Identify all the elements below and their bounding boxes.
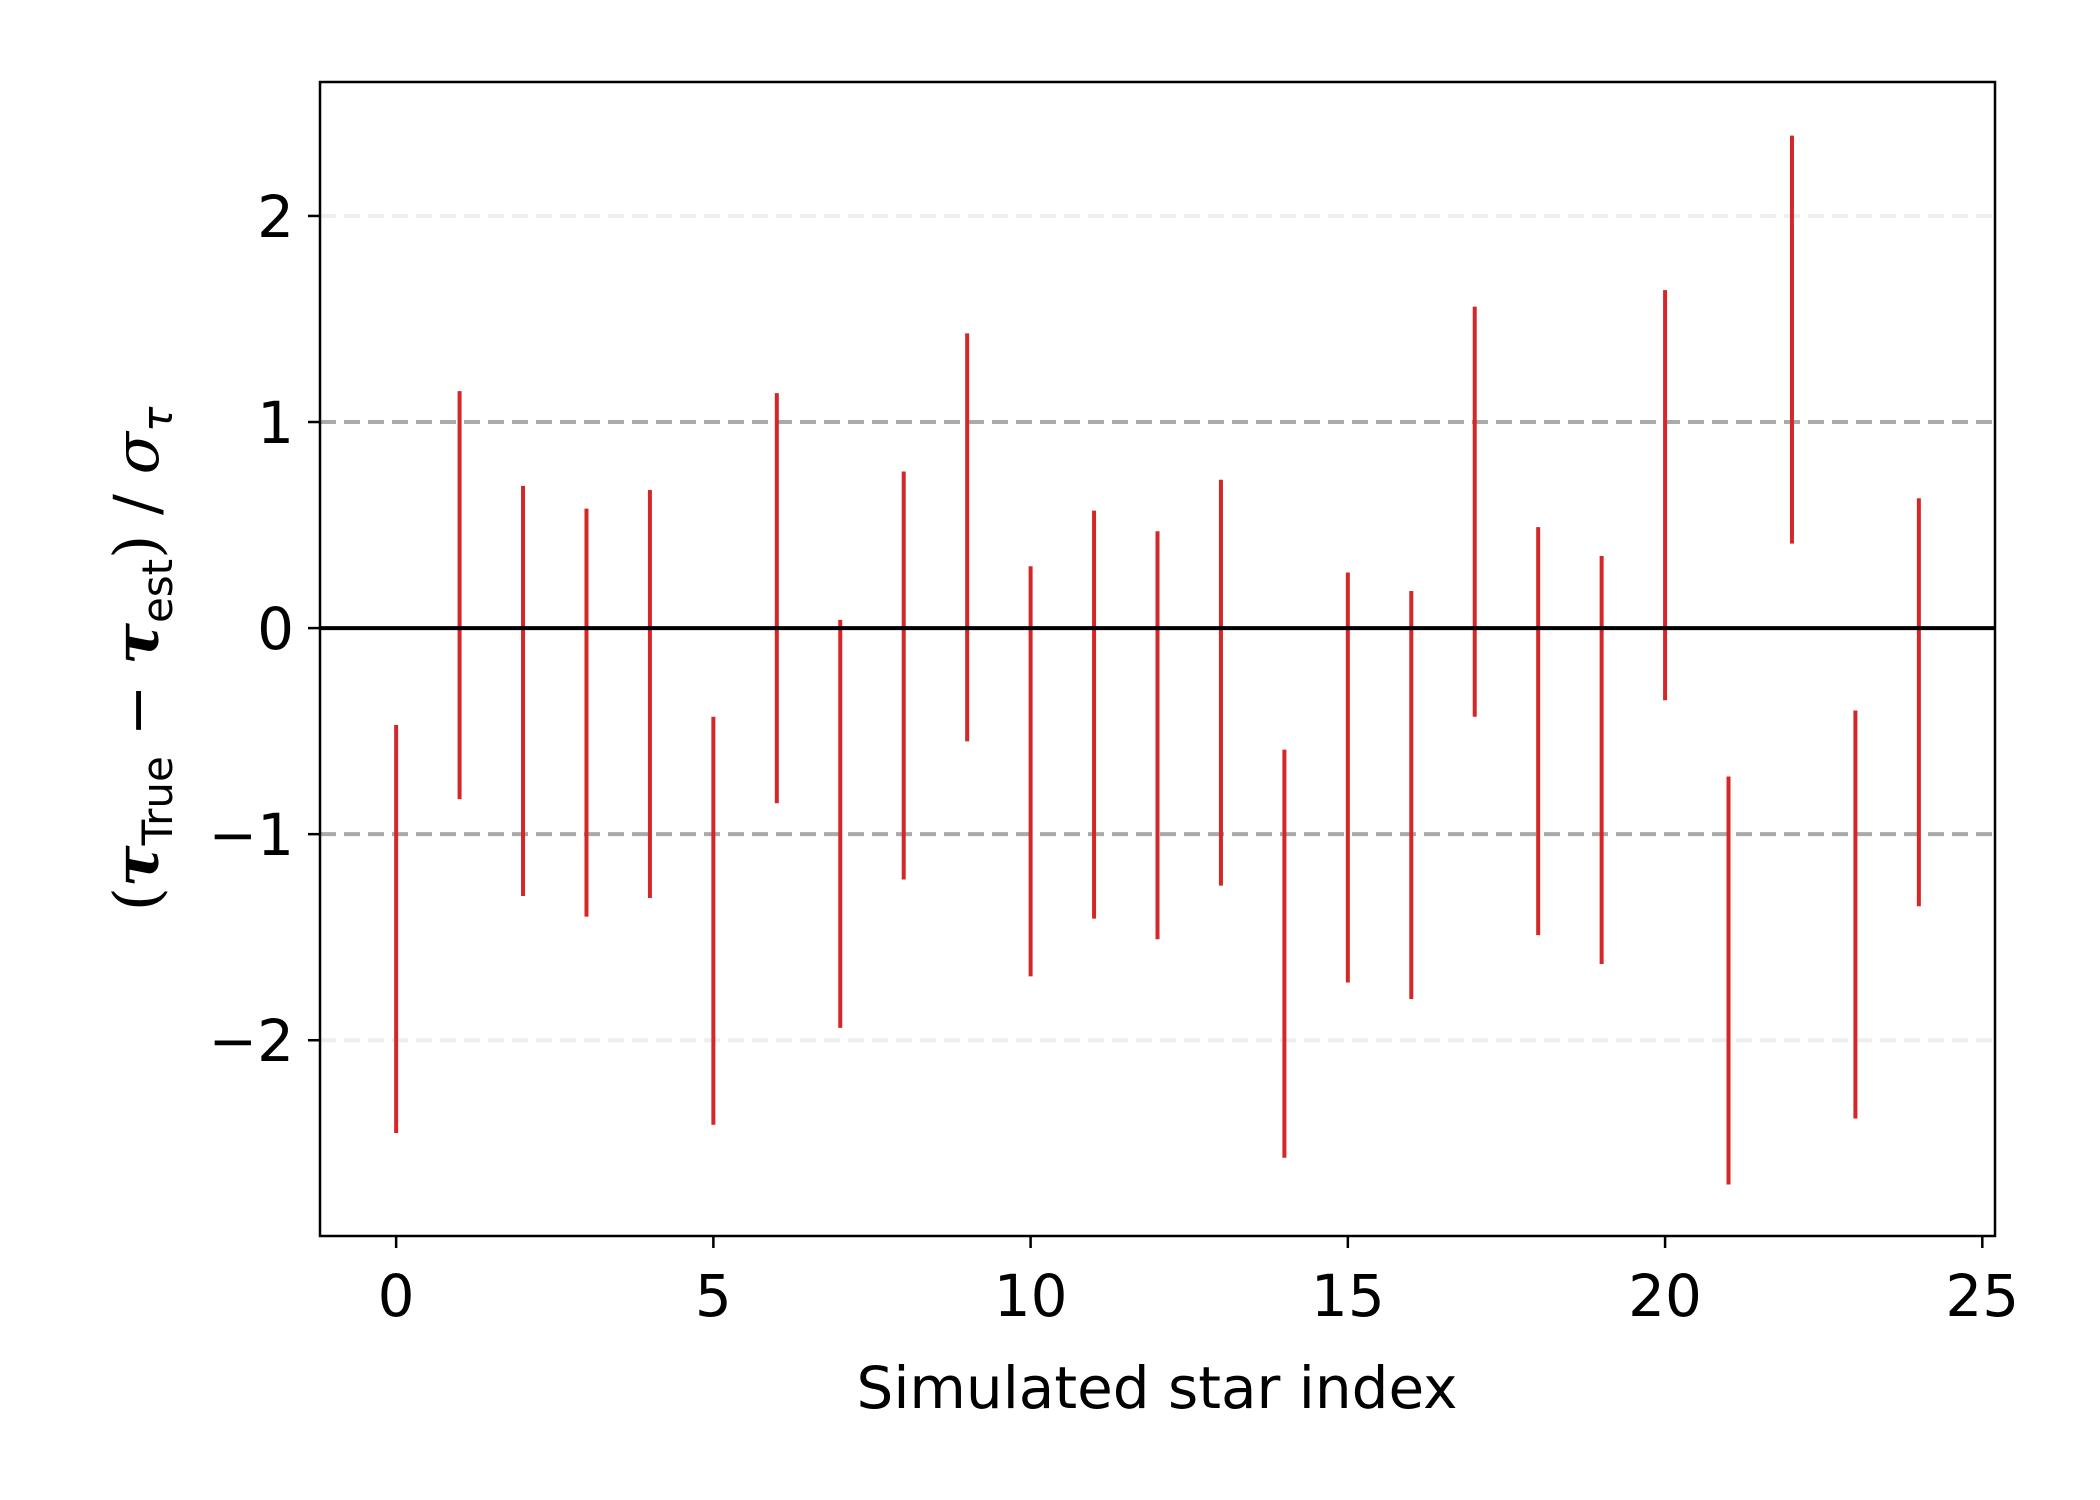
x-tick-label: 5 <box>695 1262 732 1330</box>
reference-lines <box>320 213 1995 1043</box>
y-tick-label: −1 <box>209 801 295 869</box>
x-tick-label: 10 <box>994 1262 1068 1330</box>
y-label-sub-true: True <box>133 756 182 846</box>
y-label-open: ( <box>100 887 173 911</box>
y-label-minus: − <box>100 665 173 756</box>
y-tick-label: 1 <box>257 389 294 457</box>
plot-frame <box>318 80 1997 1238</box>
y-tick-label: 0 <box>257 595 294 663</box>
y-label-sigma-sub: τ <box>133 406 182 432</box>
x-tick-label: 25 <box>1945 1262 2019 1330</box>
y-tick-label: 2 <box>257 183 294 251</box>
y-label-close: ) / <box>100 474 173 559</box>
y-label-sub-est: est <box>133 559 182 623</box>
y-label-sigma: σ <box>100 430 173 474</box>
y-axis-label: (τTrue − τest) / στ <box>100 406 182 911</box>
error-bars <box>320 135 1995 1185</box>
y-label-tau-true: τ <box>100 845 173 887</box>
y-label-tau-est: τ <box>100 623 173 665</box>
x-tick-label: 0 <box>378 1262 415 1330</box>
x-axis-label: Simulated star index <box>857 1354 1458 1422</box>
y-axis-ticks: −2 −1 0 1 2 <box>209 183 320 1075</box>
x-tick-label: 15 <box>1311 1262 1385 1330</box>
x-tick-label: 20 <box>1628 1262 1702 1330</box>
y-tick-label: −2 <box>209 1007 295 1075</box>
x-axis-ticks: 0 5 10 15 20 25 <box>378 1236 2019 1330</box>
